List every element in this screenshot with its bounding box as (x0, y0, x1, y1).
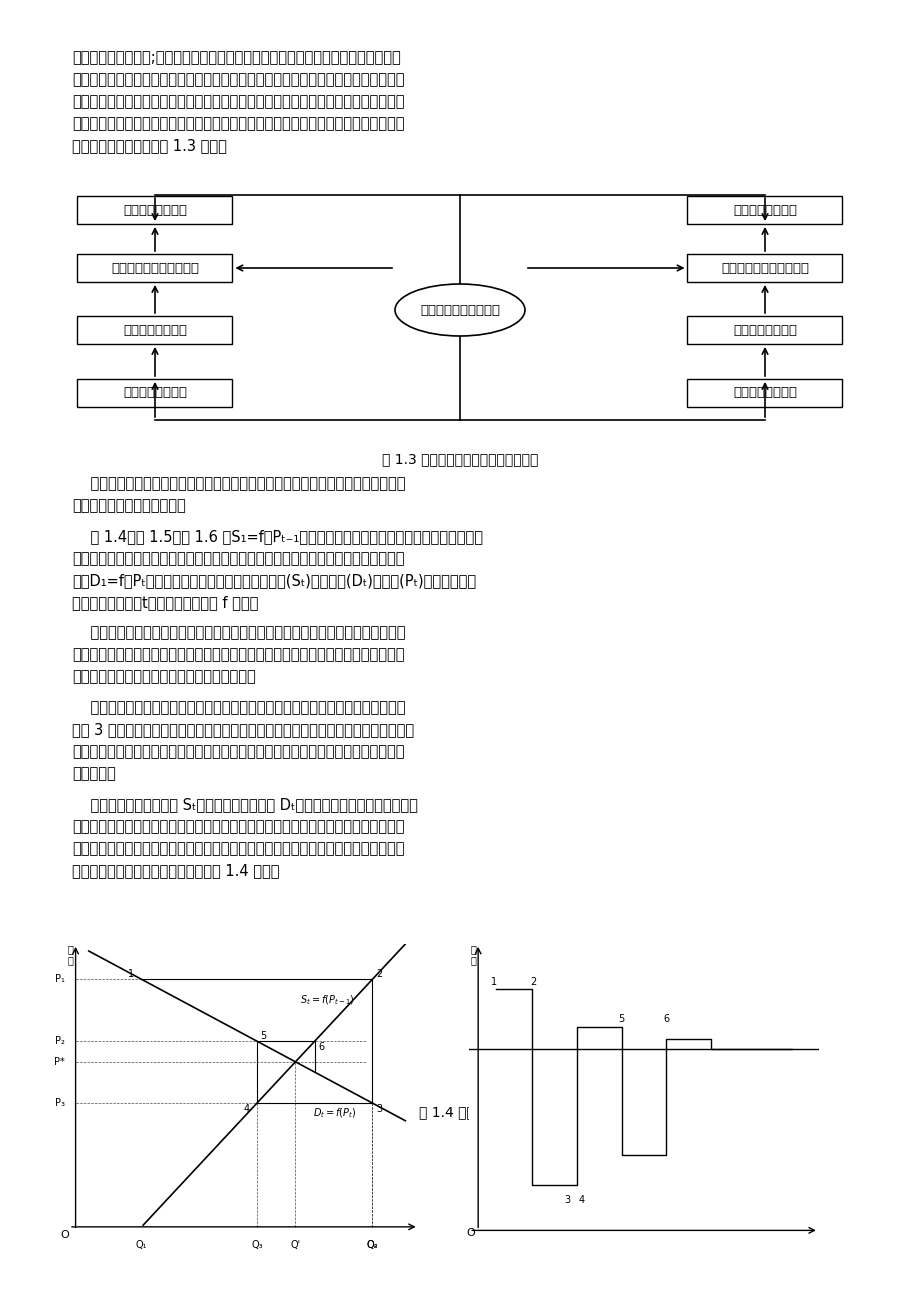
Text: 出租车供给量下降: 出租车供给量下降 (123, 387, 187, 400)
Text: 出租车供给量增加: 出租车供给量增加 (732, 387, 796, 400)
Text: 主要取决于进入市场的出租车数量和运输能力，因为城市道路在一定时间内是相对稳定: 主要取决于进入市场的出租车数量和运输能力，因为城市道路在一定时间内是相对稳定 (72, 551, 404, 566)
Text: 一年运价和需求决定的均衡供给量大于实际的供给量，也就是运能紧缺，因为运价上涨: 一年运价和需求决定的均衡供给量大于实际的供给量，也就是运能紧缺，因为运价上涨 (72, 647, 404, 663)
Text: $S_t = f(P_{t-1})$: $S_t = f(P_{t-1})$ (300, 993, 355, 1008)
Text: 较短，从而吸引其他交通方式出行的乘客，出租车客运量将会上升，最后出租车系统内: 较短，从而吸引其他交通方式出行的乘客，出租车客运量将会上升，最后出租车系统内 (72, 94, 404, 109)
Text: 出租车需求量上升: 出租车需求量上升 (732, 203, 796, 216)
Text: 出租车总量供需差异明显: 出租车总量供需差异明显 (111, 262, 199, 275)
Text: 运
价: 运 价 (67, 944, 73, 966)
Text: $D_t = f(P_t)$: $D_t = f(P_t)$ (312, 1107, 357, 1121)
Text: 动引起的需求量的变动大于运价引起的供给量的变动，因而任何超额需求或超额供给只: 动引起的需求量的变动大于运价引起的供给量的变动，因而任何超额需求或超额供给只 (72, 819, 404, 835)
Text: 运
价: 运 价 (470, 944, 476, 966)
Text: P*: P* (54, 1057, 65, 1066)
Text: 在动态分析中，本时期的供给量是由上一期的市场价格和需求决定的。例如，若上: 在动态分析中，本时期的供给量是由上一期的市场价格和需求决定的。例如，若上 (72, 625, 405, 641)
Text: 下标附以时间变量t，表示它们在时间 f 的值。: 下标附以时间变量t，表示它们在时间 f 的值。 (72, 595, 258, 609)
FancyBboxPatch shape (77, 254, 233, 283)
Text: 统内部的动态供需关系变化。: 统内部的动态供需关系变化。 (72, 497, 186, 513)
Text: 1: 1 (491, 976, 497, 987)
Text: 第一种情况，供给曲线 Sₜ的斜率大于需求曲线 Dₜ的斜率。在此情况下，运价的变: 第一种情况，供给曲线 Sₜ的斜率大于需求曲线 Dₜ的斜率。在此情况下，运价的变 (72, 797, 417, 812)
Text: 内部的供需平衡原理见图 1.3 所示。: 内部的供需平衡原理见图 1.3 所示。 (72, 138, 227, 154)
Text: 点收敛的，称为动态的稳定均衡，如图 1.4 所示。: 点收敛的，称为动态的稳定均衡，如图 1.4 所示。 (72, 863, 279, 879)
Text: 与供给达到新的平衡;但若增加出租车供给量，出租车空驶率将随之上升，当供给量增: 与供给达到新的平衡;但若增加出租车供给量，出租车空驶率将随之上升，当供给量增 (72, 49, 401, 65)
Ellipse shape (394, 284, 525, 336)
Text: Q₃: Q₃ (251, 1240, 263, 1250)
Text: 5: 5 (618, 1014, 624, 1025)
Text: 1: 1 (128, 970, 134, 979)
Text: O: O (61, 1230, 69, 1241)
Text: 出租车空驶率上升: 出租车空驶率上升 (732, 323, 796, 336)
FancyBboxPatch shape (686, 254, 842, 283)
Text: 2: 2 (376, 970, 381, 979)
Text: 的，D₁=f（Pₜ）表示市场对出租车的需求。供给量(Sₜ)、需求量(Dₜ)、运价(Pₜ)这三个变量的: 的，D₁=f（Pₜ）表示市场对出租车的需求。供给量(Sₜ)、需求量(Dₜ)、运价… (72, 573, 476, 587)
Text: 4: 4 (244, 1104, 249, 1113)
Text: Q': Q' (290, 1240, 301, 1250)
Text: 出租车保有量供需平衡: 出租车保有量供需平衡 (420, 303, 499, 316)
Text: 出租车需求量下降: 出租车需求量下降 (123, 203, 187, 216)
Text: 出租车空驶率下降: 出租车空驶率下降 (123, 323, 187, 336)
Text: 将导致下一年运输系统能力的增加，反之亦然。: 将导致下一年运输系统能力的增加，反之亦然。 (72, 669, 255, 685)
Text: 6: 6 (663, 1014, 669, 1025)
Text: 图 1.4、图 1.5、图 1.6 中S₁=f（Pₜ₋₁）表示出租车的供给量。出租车的供给量的变化: 图 1.4、图 1.5、图 1.6 中S₁=f（Pₜ₋₁）表示出租车的供给量。出… (72, 529, 482, 544)
Text: 分为 3 种情况。每一种情况取决于供给曲线的斜率和需求曲线斜率这两者之间的对比关: 分为 3 种情况。每一种情况取决于供给曲线的斜率和需求曲线斜率这两者之间的对比关 (72, 723, 414, 737)
FancyBboxPatch shape (77, 316, 233, 344)
Text: 加到超过客运需求量时，出租车的服务质量将会上升，乘客打车就比较容易、等车时间: 加到超过客运需求量时，出租车的服务质量将会上升，乘客打车就比较容易、等车时间 (72, 72, 404, 87)
Text: 从理论上讲，出租车客运需求与供给和出租车运价的相互作用的动态变化及趋势可: 从理论上讲，出租车客运需求与供给和出租车运价的相互作用的动态变化及趋势可 (72, 700, 405, 715)
Text: 需较小的运价变动即可消除，在这种情况下，运价和交通量的变动的时间序列是向平衡: 需较小的运价变动即可消除，在这种情况下，运价和交通量的变动的时间序列是向平衡 (72, 841, 404, 857)
Text: P₂: P₂ (55, 1036, 65, 1047)
Text: 图 1.4 收敛的蛛网: 图 1.4 收敛的蛛网 (419, 1105, 500, 1120)
FancyBboxPatch shape (686, 316, 842, 344)
Text: 出租车总量供需差异明显: 出租车总量供需差异明显 (720, 262, 808, 275)
FancyBboxPatch shape (77, 379, 233, 408)
Text: 3: 3 (564, 1195, 571, 1206)
Text: Q₁: Q₁ (136, 1240, 147, 1250)
Text: 下面以出租车客运需求与供给和出租车运价的相互作用为例，来说明出租车自身系: 下面以出租车客运需求与供给和出租车运价的相互作用为例，来说明出租车自身系 (72, 477, 405, 491)
Text: Q₄: Q₄ (367, 1240, 378, 1250)
Text: 4: 4 (577, 1195, 584, 1206)
Text: O: O (466, 1228, 475, 1238)
Text: P₃: P₃ (55, 1098, 65, 1108)
Text: 3: 3 (376, 1104, 381, 1113)
FancyBboxPatch shape (686, 197, 842, 224)
Text: 图 1.3 出租车系统内部供需平衡分析图: 图 1.3 出租车系统内部供需平衡分析图 (381, 452, 538, 466)
FancyBboxPatch shape (77, 197, 233, 224)
FancyBboxPatch shape (686, 379, 842, 408)
Text: 2: 2 (530, 976, 537, 987)
Text: 对比关系。: 对比关系。 (72, 767, 116, 781)
Text: 系，或者换句话说，每一种情况取决于供给的运价弹性和需求的运价弹性这两者之间的: 系，或者换句话说，每一种情况取决于供给的运价弹性和需求的运价弹性这两者之间的 (72, 745, 404, 759)
Text: P₁: P₁ (55, 974, 65, 984)
Text: Q₂: Q₂ (367, 1240, 378, 1250)
Text: 5: 5 (260, 1031, 267, 1042)
Text: 部再次达到供需平衡。因此，出租车系统供需平衡是一种供需相对的平衡，出租车系统: 部再次达到供需平衡。因此，出租车系统供需平衡是一种供需相对的平衡，出租车系统 (72, 116, 404, 132)
Text: 6: 6 (318, 1042, 324, 1052)
